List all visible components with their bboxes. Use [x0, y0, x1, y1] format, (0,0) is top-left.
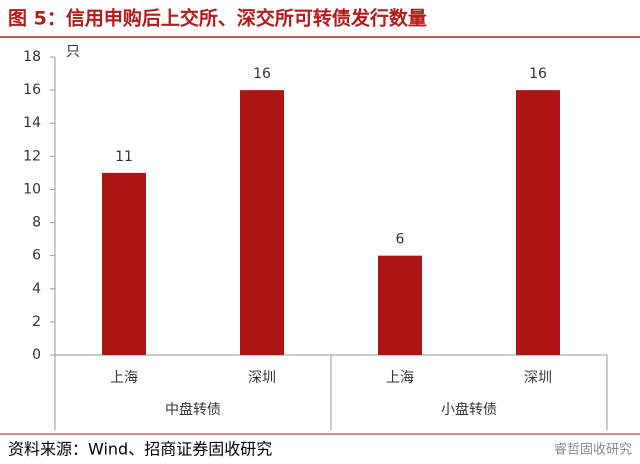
watermark: 睿哲固收研究	[554, 443, 632, 458]
y-tick-label: 0	[32, 347, 41, 363]
y-unit: 只	[66, 44, 80, 60]
y-tick-label: 10	[23, 181, 41, 197]
value-label: 16	[253, 66, 271, 82]
bar	[516, 90, 560, 355]
group-label: 小盘转债	[441, 401, 497, 418]
y-tick-label: 16	[23, 82, 41, 98]
y-tick-label: 12	[23, 148, 41, 164]
x-tick-label: 上海	[386, 370, 414, 386]
y-tick-label: 14	[23, 115, 41, 131]
value-label: 11	[115, 149, 133, 165]
bar	[240, 90, 284, 355]
value-label: 6	[396, 232, 405, 248]
y-tick-label: 2	[32, 314, 41, 330]
chart-title: 图 5：信用申购后上交所、深交所可转债发行数量	[8, 7, 427, 30]
y-tick-label: 6	[32, 248, 41, 264]
x-tick-label: 深圳	[524, 370, 552, 386]
group-label: 中盘转债	[165, 401, 221, 418]
bar	[102, 172, 146, 355]
y-tick-label: 8	[32, 215, 41, 231]
bar	[378, 255, 422, 355]
x-tick-label: 深圳	[248, 370, 276, 386]
value-label: 16	[529, 66, 547, 82]
y-tick-label: 18	[23, 49, 41, 65]
x-tick-label: 上海	[110, 370, 138, 386]
source: 资料来源：Wind、招商证券固收研究	[8, 440, 272, 459]
y-tick-label: 4	[32, 281, 41, 297]
